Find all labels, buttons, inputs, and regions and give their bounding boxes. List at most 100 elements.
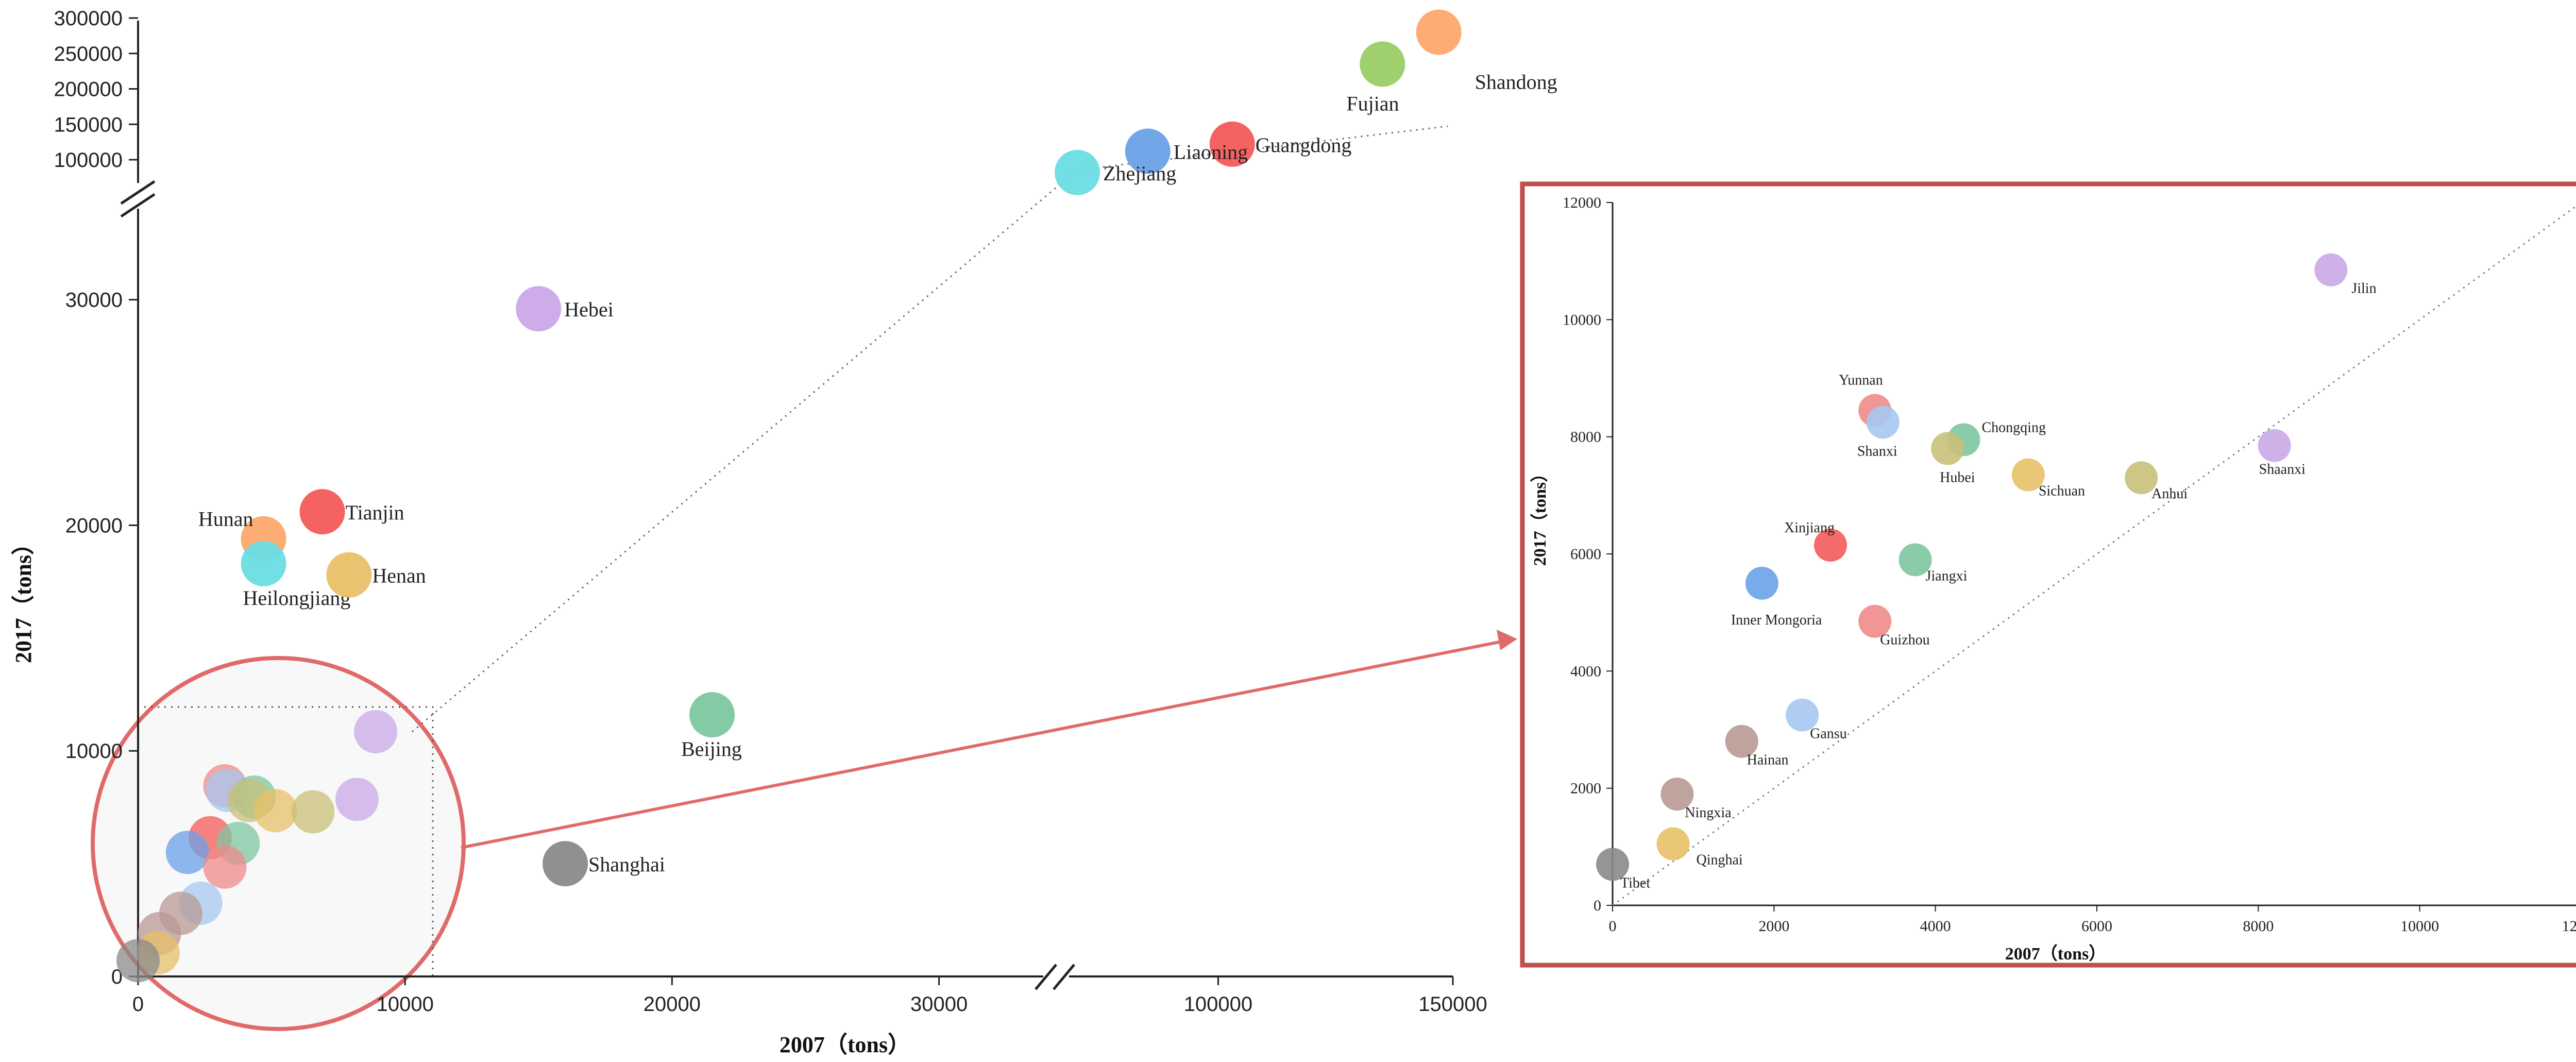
- point-label: Beijing: [681, 737, 742, 761]
- main-ticks: 0 10000 20000 30000 100000 150000010000200003…: [54, 7, 1487, 1016]
- inset-data-point: [2258, 429, 2291, 462]
- y-tick-label: 150000: [54, 113, 123, 136]
- y-tick-label: 200000: [54, 78, 123, 101]
- inset-x-tick-label: 0: [1609, 918, 1617, 935]
- inset-data-point: [2011, 458, 2045, 492]
- inset-point-label: Yunnan: [1839, 373, 1883, 389]
- inset-data-point: [1596, 848, 1629, 881]
- inset-data-point: [1858, 604, 1892, 638]
- main-axes: [137, 21, 1453, 977]
- point-label: Zhejiang: [1103, 162, 1176, 185]
- inset-y-tick-label: 0: [1594, 897, 1601, 914]
- point-label: Shandong: [1475, 71, 1557, 94]
- inset-data-point: [1814, 528, 1847, 562]
- data-point: [1209, 121, 1255, 167]
- main-xlabel: 2007（tons）: [779, 1032, 910, 1057]
- point-label: Shanghai: [588, 853, 665, 876]
- inset-point-label: Sichuan: [2039, 483, 2085, 499]
- point-label: Guangdong: [1256, 133, 1352, 157]
- y-tick-label: 30000: [65, 289, 123, 312]
- data-point: [299, 489, 345, 535]
- inset-data-point: [1866, 406, 1900, 439]
- inset-point-label: Ningxia: [1685, 805, 1732, 821]
- inset-x-tick-label: 8000: [2243, 918, 2274, 935]
- inset-x-tick-label: 6000: [2081, 918, 2112, 935]
- axis-break-marks: [120, 180, 1075, 990]
- y-tick-label: 10000: [65, 740, 123, 763]
- cluster-point: [165, 831, 209, 874]
- data-point: [1055, 149, 1100, 195]
- cluster-point: [116, 939, 160, 983]
- inset-point-label: Inner Mongoria: [1731, 612, 1822, 628]
- point-label: Henan: [372, 564, 426, 587]
- x-tick-label: 20000: [643, 993, 701, 1016]
- inset-x-tick-label: 12000: [2562, 918, 2576, 935]
- y-tick-label: 300000: [54, 7, 123, 30]
- inset-xlabel: 2007（tons）: [2005, 943, 2106, 964]
- inset-data-point: [1660, 778, 1694, 811]
- inset-data-point: [1786, 698, 1819, 732]
- inset-y-tick-label: 2000: [1570, 780, 1601, 797]
- inset-data-point: [1899, 543, 1932, 577]
- y-tick-label: 250000: [54, 43, 123, 65]
- inset-point-label: Anhui: [2151, 486, 2188, 502]
- point-label: Tianjin: [346, 501, 404, 524]
- zoom-arrowhead: [1497, 630, 1517, 650]
- inset-data-point: [1725, 724, 1758, 758]
- y-tick-label: 100000: [54, 149, 123, 172]
- inset-point-label: Hubei: [1940, 469, 1975, 485]
- x-tick-label: 100000: [1184, 993, 1252, 1016]
- inset-y-tick-label: 6000: [1570, 546, 1601, 563]
- inset-chart: 0 2000 4000 6000 8000 10000 12000 0 2000 4000 6000…: [1563, 194, 2576, 935]
- y-tick-label: 20000: [65, 514, 123, 537]
- inset-point-label: Hainan: [1747, 752, 1789, 768]
- inset-y-tick-label: 10000: [1563, 311, 1601, 328]
- x-tick-label: 30000: [910, 993, 968, 1016]
- inset-data-point: [1931, 432, 1964, 465]
- reference-line: [412, 125, 1448, 733]
- x-tick-label: 10000: [377, 993, 434, 1016]
- inset-point-label: Guizhou: [1880, 632, 1929, 648]
- point-label: Liaoning: [1174, 141, 1248, 164]
- data-point: [1416, 9, 1462, 55]
- inset-point-label: Chongqing: [1982, 419, 2046, 435]
- inset-point-label: Tibet: [1620, 875, 1650, 891]
- cluster-point: [253, 789, 297, 833]
- data-point: [1360, 41, 1405, 87]
- inset-data-point: [2125, 461, 2158, 495]
- point-label: Hebei: [564, 298, 614, 321]
- data-point: [326, 552, 372, 598]
- inset-ylabel: 2017（tons）: [1530, 465, 1550, 566]
- data-point: [543, 841, 588, 887]
- inset-data-point: [1745, 566, 1778, 600]
- point-label: Hunan: [198, 508, 253, 531]
- inset-data-point: [1656, 827, 1690, 861]
- inset-point-label: Gansu: [1810, 726, 1847, 742]
- zoom-arrow: [461, 640, 1502, 849]
- inset-point-label: Jiangxi: [1926, 568, 1968, 584]
- inset-point-label: Shanxi: [1857, 443, 1897, 459]
- inset-y-tick-label: 8000: [1570, 429, 1601, 446]
- cluster-point: [335, 778, 379, 821]
- inset-y-tick-label: 4000: [1570, 663, 1601, 680]
- inset-point-label: Xinjiang: [1784, 520, 1835, 536]
- cluster-point: [203, 845, 247, 889]
- data-point: [1125, 128, 1171, 174]
- zoom-box: [144, 706, 434, 976]
- data-point: [516, 286, 562, 332]
- inset-x-tick-label: 2000: [1758, 918, 1789, 935]
- inset-x-tick-label: 4000: [1920, 918, 1951, 935]
- x-tick-label: 150000: [1418, 993, 1487, 1016]
- inset-point-label: Qinghai: [1697, 852, 1743, 868]
- main-ylabel: 2017（tons）: [11, 532, 36, 663]
- data-point: [689, 692, 735, 738]
- inset-x-tick-label: 10000: [2400, 918, 2439, 935]
- inset-point-label: Jilin: [2351, 281, 2376, 297]
- inset-y-tick-label: 12000: [1563, 194, 1601, 211]
- cluster-point: [291, 790, 335, 834]
- data-point: [241, 541, 286, 586]
- inset-box: [1520, 181, 2576, 968]
- inset-point-label: Shaanxi: [2259, 462, 2306, 478]
